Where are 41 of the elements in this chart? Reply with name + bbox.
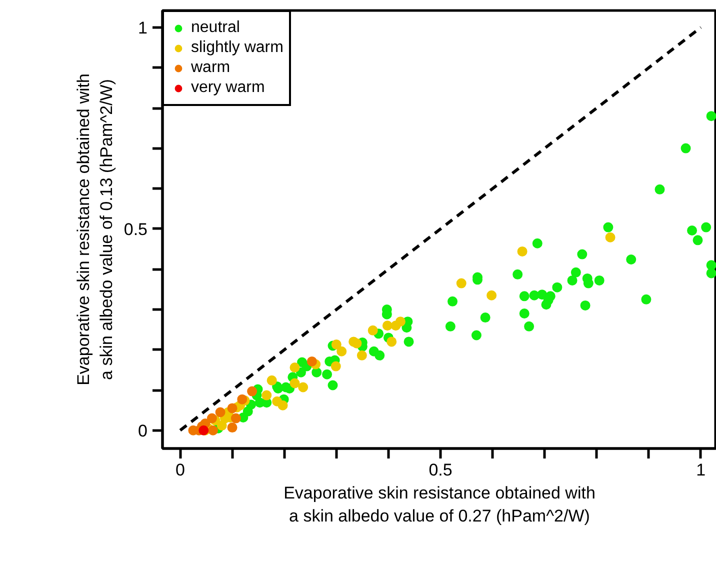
point bbox=[368, 325, 378, 336]
legend-label: slightly warm bbox=[191, 39, 284, 57]
point bbox=[456, 278, 466, 288]
point bbox=[486, 290, 497, 300]
legend-label: very warm bbox=[191, 79, 265, 97]
point bbox=[227, 422, 238, 433]
point bbox=[352, 338, 362, 348]
x-axis-title: Evaporative skin resistance obtained with a skin albedo value of 0.27 (hPam^2/W) bbox=[284, 484, 596, 526]
point bbox=[605, 232, 616, 242]
x-tick-label: 0.5 bbox=[428, 460, 452, 480]
point bbox=[227, 403, 238, 414]
point bbox=[215, 407, 226, 418]
point bbox=[290, 378, 300, 388]
x-tick-label: 1 bbox=[696, 460, 706, 480]
point bbox=[298, 382, 308, 392]
point bbox=[330, 361, 341, 372]
point bbox=[390, 320, 401, 331]
point bbox=[262, 390, 272, 400]
point bbox=[331, 340, 342, 350]
point bbox=[290, 362, 300, 372]
point bbox=[237, 394, 248, 404]
point bbox=[356, 350, 367, 360]
y-tick-label: 0.5 bbox=[124, 220, 148, 239]
point bbox=[278, 400, 288, 410]
x-tick-label: 0 bbox=[175, 460, 185, 480]
point bbox=[266, 375, 277, 386]
y-axis-title: Evaporative skin resistance obtained with a skin albedo value of 0.13 (hPam^2/W) bbox=[74, 74, 116, 386]
y-tick-label: 1 bbox=[138, 18, 148, 38]
y-tick-label: 0 bbox=[138, 421, 148, 440]
point bbox=[247, 386, 258, 396]
point bbox=[230, 413, 241, 424]
point bbox=[382, 320, 392, 331]
point bbox=[206, 413, 217, 424]
point bbox=[386, 336, 397, 347]
point bbox=[336, 346, 347, 356]
legend-label: neutral bbox=[191, 19, 240, 37]
point bbox=[517, 246, 528, 256]
legend-label: warm bbox=[191, 59, 230, 77]
point bbox=[208, 425, 218, 436]
point bbox=[216, 420, 227, 431]
point bbox=[306, 356, 317, 366]
